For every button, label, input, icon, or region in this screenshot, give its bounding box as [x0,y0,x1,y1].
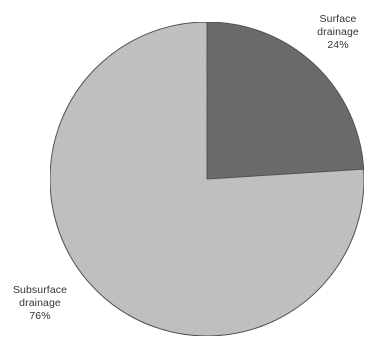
pie-slice-subsurface-drainage [49,21,365,337]
slice-label-surface-line2: drainage [317,26,359,38]
pie-slices [49,21,365,337]
slice-percent-subsurface: 76% [29,310,51,322]
slice-percent-surface: 24% [327,39,349,51]
slice-label-subsurface-line1: Subsurface [12,284,68,296]
pie-slice-surface-drainage [206,21,365,180]
slice-label-surface-drainage: Surface drainage 24% [293,13,376,52]
slice-label-subsurface-line2: drainage [19,297,61,309]
slice-label-subsurface-drainage: Subsurface drainage 76% [0,284,80,323]
slice-label-surface-line1: Surface [319,13,357,25]
